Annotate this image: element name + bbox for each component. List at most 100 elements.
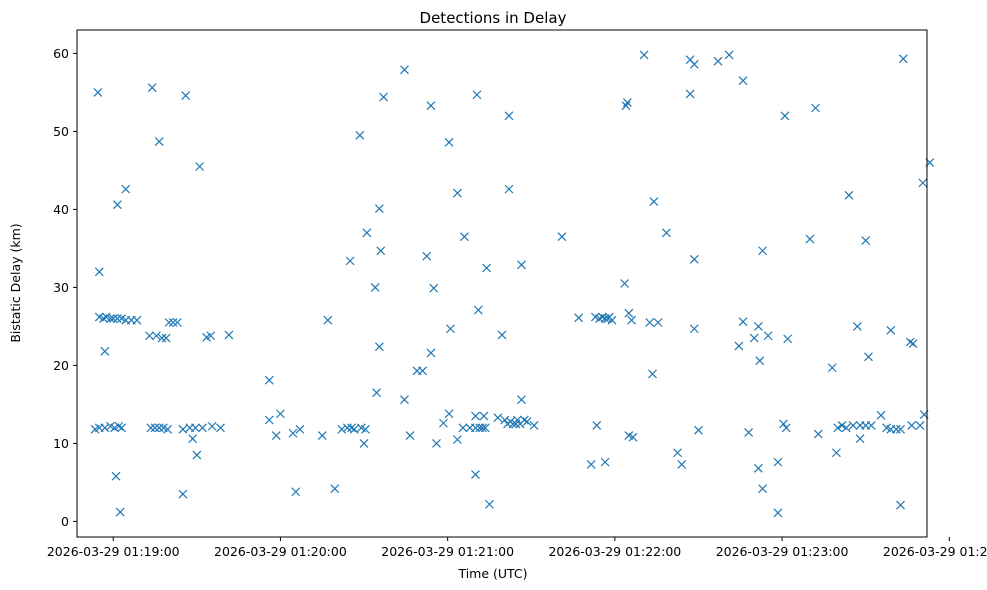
data-point: [197, 423, 207, 433]
data-point: [472, 90, 482, 100]
data-point: [288, 428, 298, 438]
data-point: [444, 137, 454, 147]
x-axis-ticks: 2026-03-29 01:19:00 2026-03-29 01:20:00 20…: [47, 537, 987, 559]
data-point: [426, 101, 436, 111]
data-point: [907, 421, 917, 430]
data-point: [738, 76, 748, 86]
data-point: [485, 499, 494, 509]
data-point: [178, 489, 188, 499]
x-tick-label: 2026-03-29 01:19:00: [47, 544, 180, 559]
data-point: [452, 188, 462, 198]
data-point: [112, 314, 122, 324]
y-tick-label: 0: [61, 514, 69, 529]
data-point: [805, 234, 815, 244]
data-point: [444, 409, 454, 419]
data-point: [405, 431, 415, 441]
data-point: [734, 341, 744, 351]
data-point: [852, 321, 862, 331]
data-point: [93, 87, 103, 97]
data-point: [713, 56, 723, 66]
data-point: [195, 162, 205, 171]
data-point: [648, 369, 657, 379]
data-point: [628, 432, 638, 442]
data-point: [106, 314, 115, 324]
data-point: [841, 423, 851, 433]
data-point: [837, 421, 847, 430]
data-point: [114, 421, 124, 431]
data-point: [694, 425, 703, 435]
x-tick-label: 2026-03-29 01:20:00: [214, 544, 347, 559]
data-point: [529, 421, 539, 430]
y-tick-label: 30: [53, 280, 69, 295]
data-point: [624, 308, 634, 318]
data-point: [557, 232, 567, 242]
data-point: [168, 318, 178, 327]
data-point: [361, 424, 370, 434]
data-point: [115, 507, 125, 517]
data-point: [620, 279, 630, 288]
data-point: [724, 50, 734, 60]
data-point: [418, 366, 427, 376]
data-point: [108, 314, 118, 324]
data-point: [915, 421, 925, 430]
data-point: [150, 423, 160, 433]
x-axis-label: Time (UTC): [457, 566, 527, 581]
data-point: [876, 410, 886, 420]
data-point: [429, 283, 439, 293]
data-point: [376, 246, 386, 256]
data-point: [738, 317, 748, 327]
data-point: [497, 330, 507, 340]
data-points: [90, 50, 935, 518]
data-point: [147, 83, 157, 93]
data-point: [504, 111, 514, 121]
data-point: [662, 228, 671, 238]
plot-frame: [76, 29, 928, 538]
y-tick-label: 20: [53, 358, 69, 373]
data-point: [422, 251, 432, 261]
data-point: [181, 91, 191, 100]
data-point: [452, 435, 462, 444]
data-point: [478, 423, 487, 433]
data-point: [400, 395, 409, 405]
data-point: [592, 421, 602, 430]
data-point: [100, 346, 110, 356]
data-point: [471, 470, 480, 480]
data-point: [811, 103, 820, 113]
data-point: [685, 89, 695, 99]
data-point: [866, 421, 876, 430]
data-point: [649, 197, 659, 207]
data-point: [224, 330, 234, 340]
data-point: [216, 423, 225, 433]
y-tick-label: 40: [53, 202, 69, 217]
data-point: [192, 450, 202, 460]
data-point: [111, 471, 121, 481]
data-point: [400, 65, 409, 75]
data-point: [689, 324, 699, 334]
data-point: [482, 263, 492, 273]
data-point: [597, 312, 607, 322]
data-point: [342, 423, 352, 433]
data-point: [758, 246, 767, 256]
data-point: [781, 423, 791, 433]
data-point: [512, 415, 522, 425]
data-point: [673, 448, 682, 458]
data-point: [471, 423, 480, 433]
data-point: [653, 318, 663, 327]
data-point: [112, 200, 122, 210]
data-point: [504, 184, 514, 194]
data-point: [480, 423, 490, 433]
data-point: [832, 448, 841, 458]
data-point: [207, 421, 217, 431]
data-point: [355, 130, 365, 140]
data-point: [458, 423, 468, 433]
data-point: [330, 484, 340, 494]
data-point: [154, 423, 164, 433]
data-point: [347, 423, 356, 433]
data-point: [677, 460, 687, 469]
data-point: [152, 331, 161, 341]
data-point: [493, 413, 503, 423]
data-point: [117, 423, 127, 433]
data-point: [426, 348, 436, 358]
data-point: [864, 352, 873, 362]
